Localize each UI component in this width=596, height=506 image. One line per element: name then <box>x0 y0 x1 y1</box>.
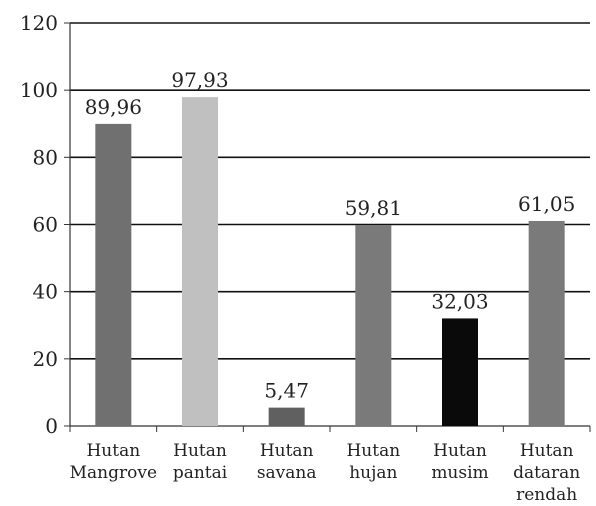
category-label: Hutan <box>433 441 487 461</box>
data-label: 59,81 <box>345 196 402 220</box>
bar <box>528 220 565 426</box>
category-label: Hutan <box>86 441 140 461</box>
y-tick-label: 40 <box>33 280 58 304</box>
data-label: 32,03 <box>431 289 488 313</box>
bar <box>355 225 392 426</box>
data-labels: 89,96 97,93 5,47 59,81 32,03 61,05 <box>85 68 576 403</box>
category-label: Hutan <box>260 441 314 461</box>
bar <box>182 97 218 427</box>
category-label: pantai <box>173 463 228 483</box>
category-label: savana <box>257 463 317 483</box>
data-label: 5,47 <box>264 379 309 403</box>
y-tick-label: 120 <box>20 11 58 35</box>
category-label: Hutan <box>173 441 227 461</box>
bars <box>95 97 565 427</box>
bar <box>442 318 478 426</box>
gridlines <box>70 22 590 360</box>
data-label: 89,96 <box>85 95 142 119</box>
y-tick-label: 60 <box>33 213 58 237</box>
data-label: 97,93 <box>171 68 228 92</box>
category-label: Hutan <box>346 441 400 461</box>
axes <box>64 22 591 432</box>
y-tick-label: 100 <box>20 78 58 102</box>
y-tick-label: 20 <box>33 347 58 371</box>
category-labels: HutanMangroveHutanpantaiHutansavanaHutan… <box>70 441 581 505</box>
y-tick-label: 80 <box>33 145 58 169</box>
category-label: hujan <box>349 463 397 483</box>
bar <box>95 123 132 426</box>
category-label: rendah <box>516 485 577 505</box>
y-tick-labels: 0 20 40 60 80 100 120 <box>20 11 58 438</box>
category-label: musim <box>431 463 488 483</box>
bar <box>268 407 305 426</box>
category-label: dataran <box>513 463 580 483</box>
y-tick-label: 0 <box>45 414 58 438</box>
category-label: Mangrove <box>70 463 157 483</box>
category-label: Hutan <box>520 441 574 461</box>
data-label: 61,05 <box>518 192 575 216</box>
